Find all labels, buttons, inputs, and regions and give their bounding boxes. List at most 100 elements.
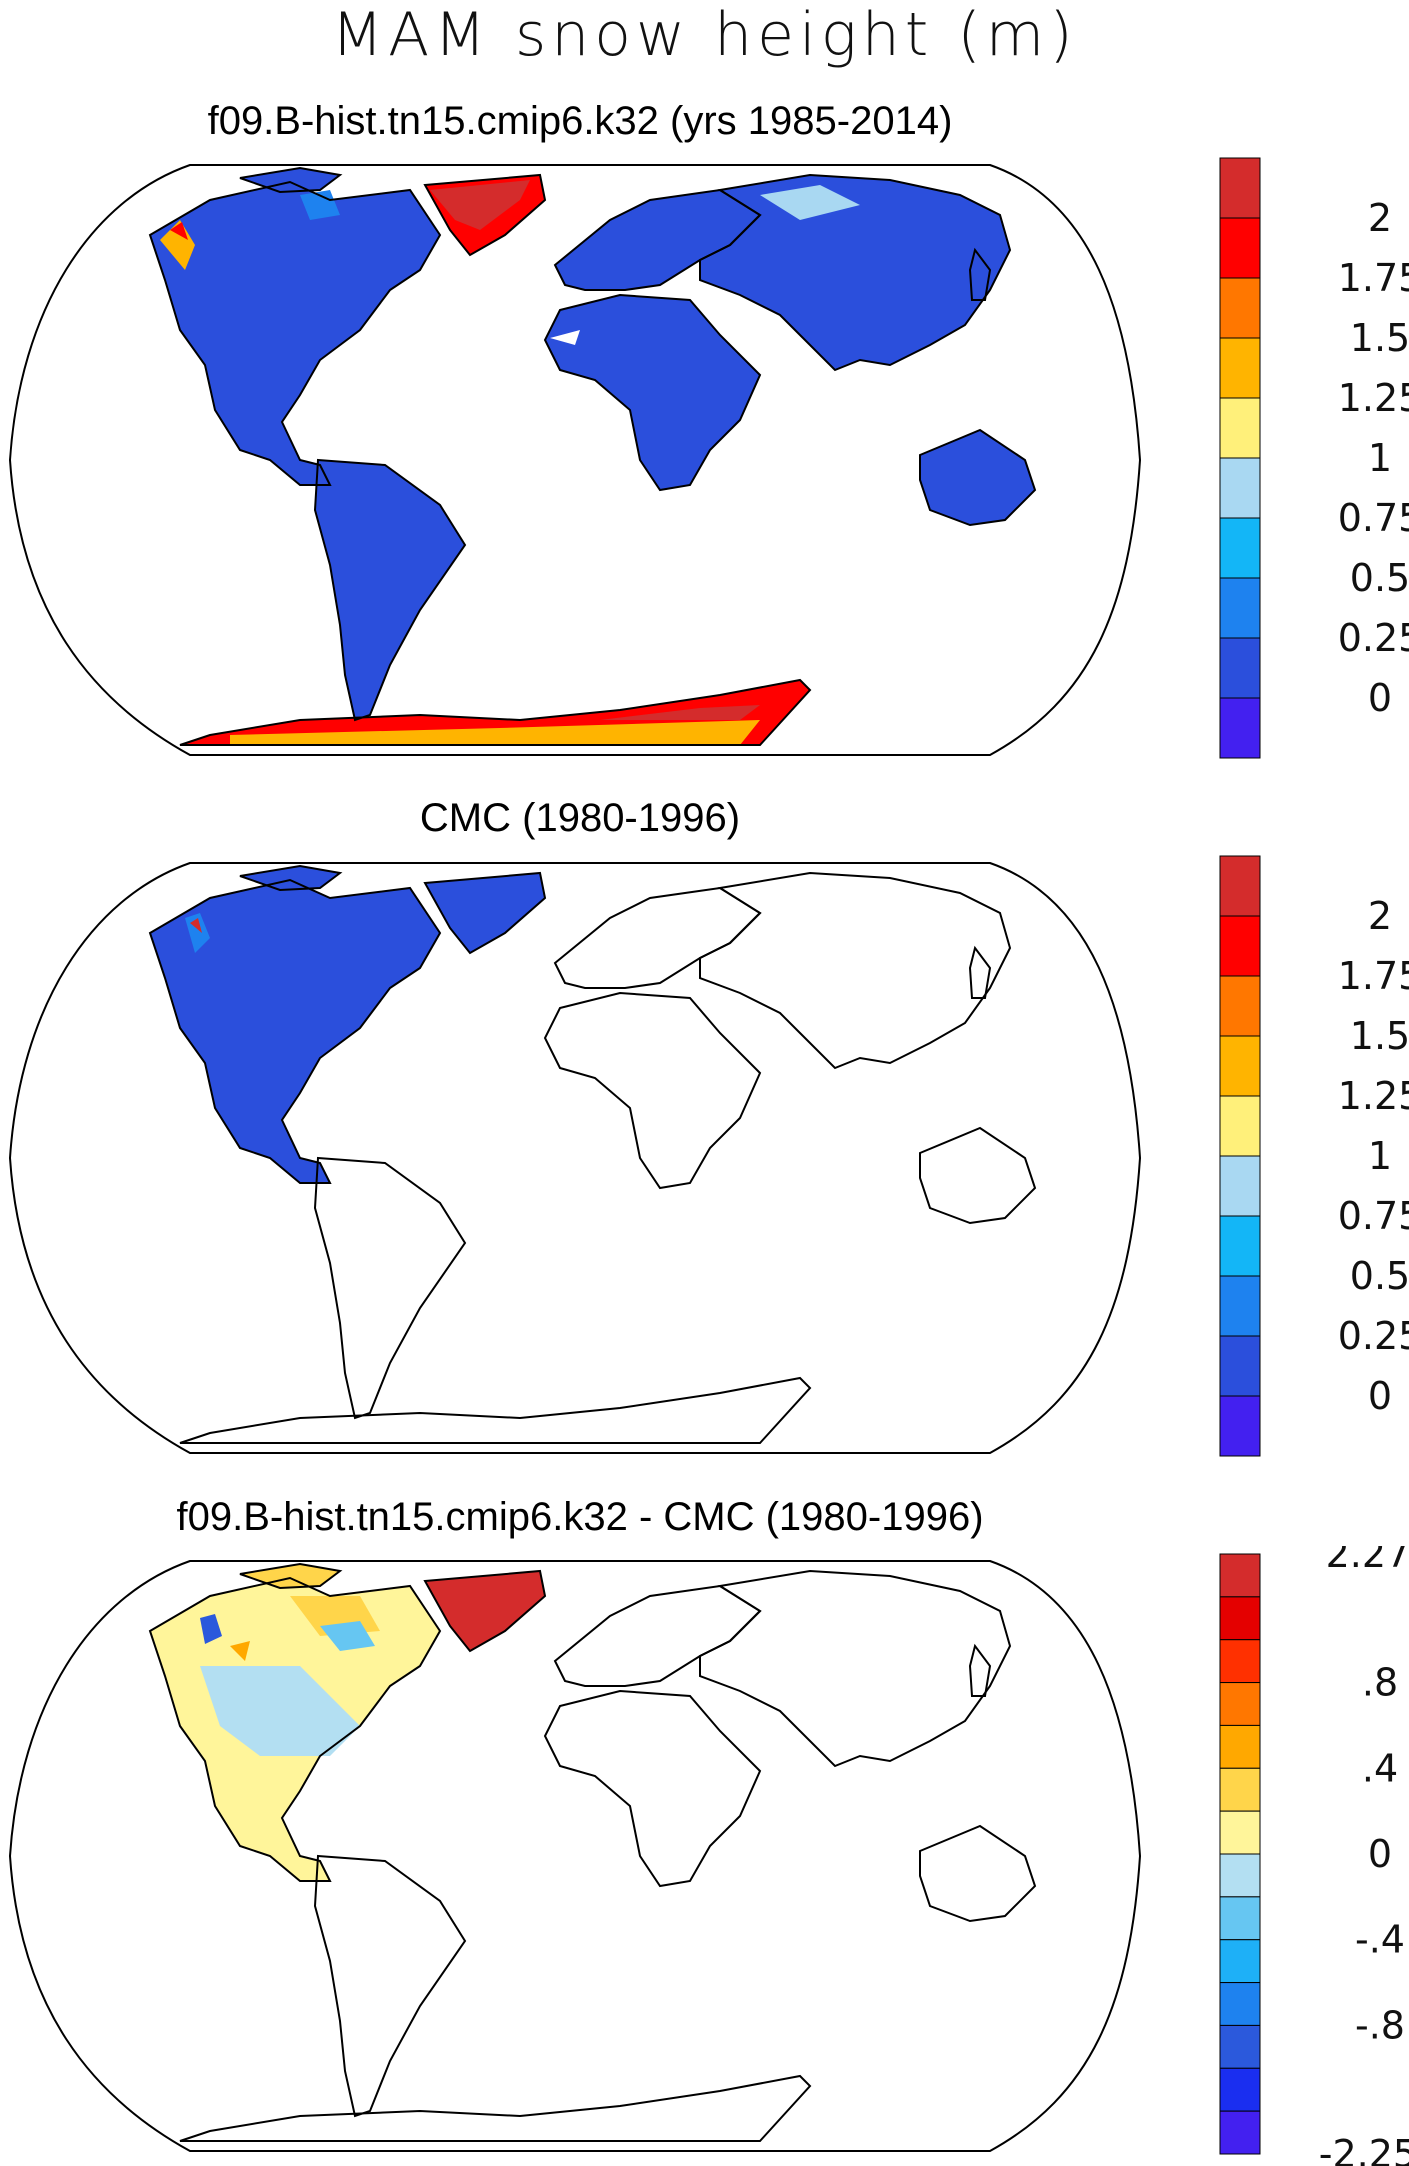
snow-patch-0 — [160, 220, 195, 270]
coastline-africa — [543, 293, 762, 492]
coastline-antarctica — [179, 1376, 812, 1444]
colorbar-swatch — [1219, 277, 1261, 339]
coastline-africa — [543, 991, 762, 1190]
snow-patch-7 — [550, 330, 580, 345]
colorbar-swatch — [1219, 1682, 1261, 1726]
colorbar-swatch — [1219, 1275, 1261, 1337]
coastline-north-america — [148, 1576, 442, 1882]
colorbar-swatch — [1219, 1596, 1261, 1641]
colorbar-tick-label: .8 — [1362, 1661, 1398, 1705]
colorbar-tick-label: .4 — [1362, 1746, 1398, 1790]
colorbar-tick-label: 0.5 — [1350, 556, 1409, 600]
coastline-arctic-islands — [239, 1562, 343, 1590]
colorbar-swatch — [1219, 1853, 1261, 1898]
colorbar-tick-label: -.4 — [1355, 1918, 1405, 1962]
colorbar-diff: 2.273 .8 .4 0 -.4 -.8 -2.256 — [1219, 1546, 1409, 2166]
colorbar-tick-label: 0.25 — [1338, 616, 1409, 660]
colorbar-tick-label: 1.5 — [1350, 316, 1409, 360]
colorbar-swatch — [1219, 217, 1261, 279]
colorbar-tick-label: 1.25 — [1338, 376, 1409, 420]
colorbar-swatch — [1219, 855, 1261, 917]
colorbar-swatch — [1219, 1639, 1261, 1684]
colorbar-tick-label: 0.25 — [1338, 1314, 1409, 1358]
snow-patch-0 — [200, 1666, 360, 1756]
snow-patch-2 — [200, 1614, 222, 1644]
land-fill-africa — [545, 295, 760, 490]
coastline-asia — [699, 1569, 1012, 1768]
snow-patch-1 — [190, 918, 202, 933]
colorbar-tick-label: 1.75 — [1338, 256, 1409, 300]
coastline-greenland — [423, 871, 547, 955]
colorbar-swatch — [1219, 337, 1261, 399]
colorbar-tick-label: -2.256 — [1319, 2132, 1409, 2166]
colorbar-swatch — [1219, 1215, 1261, 1277]
land-fill-asia — [700, 175, 1010, 370]
map-border — [8, 862, 1142, 1454]
colorbar-swatch — [1219, 697, 1261, 759]
coastline-arctic-islands — [239, 864, 343, 892]
colorbar-swatch — [1219, 1035, 1261, 1097]
colorbar-tick-label: 0.75 — [1338, 496, 1409, 540]
colorbar-tick-label: 0 — [1368, 1374, 1392, 1418]
figure-title: MAM snow height (m) — [331, 0, 1078, 70]
colorbar-swatch — [1219, 517, 1261, 579]
colorbar-swatch — [1219, 1155, 1261, 1217]
colorbar-swatch — [1219, 975, 1261, 1037]
colorbar-tick-label: 2.273 — [1326, 1546, 1409, 1576]
colorbar-swatch — [1219, 2067, 1261, 2112]
snow-patch-4 — [430, 180, 530, 230]
map-diff — [8, 1560, 1142, 2152]
coastline-japan — [968, 247, 992, 301]
panel-title-obs: CMC (1980-1996) — [419, 796, 741, 840]
coastline-antarctica — [179, 2074, 812, 2142]
land-fill-europe — [555, 190, 760, 290]
colorbar-swatch — [1219, 2024, 1261, 2069]
snow-patch-1 — [170, 222, 188, 240]
map-model — [8, 164, 1142, 756]
coastline-north-america — [148, 180, 442, 486]
snow-patch-3 — [300, 190, 340, 220]
coastline-australia — [919, 1126, 1037, 1225]
colorbar-swatch — [1219, 637, 1261, 699]
colorbar-tick-label: 0.5 — [1350, 1254, 1409, 1298]
colorbar-tick-label: 1.75 — [1338, 954, 1409, 998]
colorbar-swatch — [1219, 1767, 1261, 1812]
colorbar-tick-label: 1.25 — [1338, 1074, 1409, 1118]
colorbar-swatch — [1219, 157, 1261, 219]
colorbar-swatch — [1219, 577, 1261, 639]
coastline-greenland — [423, 1569, 547, 1653]
colorbar-swatch — [1219, 1896, 1261, 1941]
coastline-arctic-islands — [239, 166, 343, 194]
coastline-japan — [968, 1643, 992, 1697]
colorbar-tick-label: 0 — [1368, 676, 1392, 720]
colorbar-swatch — [1219, 1810, 1261, 1855]
coastline-antarctica — [179, 678, 812, 746]
colorbar-swatch — [1219, 1095, 1261, 1157]
colorbar-swatch — [1219, 1724, 1261, 1769]
colorbar-swatch — [1219, 2110, 1261, 2155]
colorbar-tick-label: 2 — [1368, 196, 1392, 240]
colorbar-model: 2 1.75 1.5 1.25 1 0.75 0.5 0.25 0 — [1219, 157, 1409, 759]
colorbar-swatch — [1219, 1335, 1261, 1397]
panel-title-model: f09.B-hist.tn15.cmip6.k32 (yrs 1985-2014… — [207, 99, 953, 143]
coastline-south-america — [313, 1854, 467, 2118]
colorbar-tick-label: -.8 — [1355, 2003, 1405, 2047]
colorbar-tick-label: 0 — [1368, 1832, 1392, 1876]
colorbar-swatch — [1219, 1939, 1261, 1984]
coastline-japan — [968, 945, 992, 999]
coastline-asia — [699, 871, 1012, 1070]
land-fill-north-america — [150, 182, 440, 485]
colorbar-tick-label: 1 — [1368, 1134, 1392, 1178]
land-fill-japan — [970, 250, 990, 300]
colorbar-swatch — [1219, 1982, 1261, 2026]
colorbar-obs: 2 1.75 1.5 1.25 1 0.75 0.5 0.25 0 — [1219, 855, 1409, 1457]
coastline-australia — [919, 428, 1037, 527]
snow-patch-3 — [230, 1641, 250, 1661]
snow-patch-5 — [230, 720, 760, 745]
colorbar-tick-label: 1 — [1368, 436, 1392, 480]
coastline-south-america — [313, 458, 467, 722]
colorbar-swatch — [1219, 1395, 1261, 1457]
snow-patch-2 — [760, 185, 860, 220]
colorbar-swatch — [1219, 457, 1261, 519]
coastline-asia — [699, 173, 1012, 372]
